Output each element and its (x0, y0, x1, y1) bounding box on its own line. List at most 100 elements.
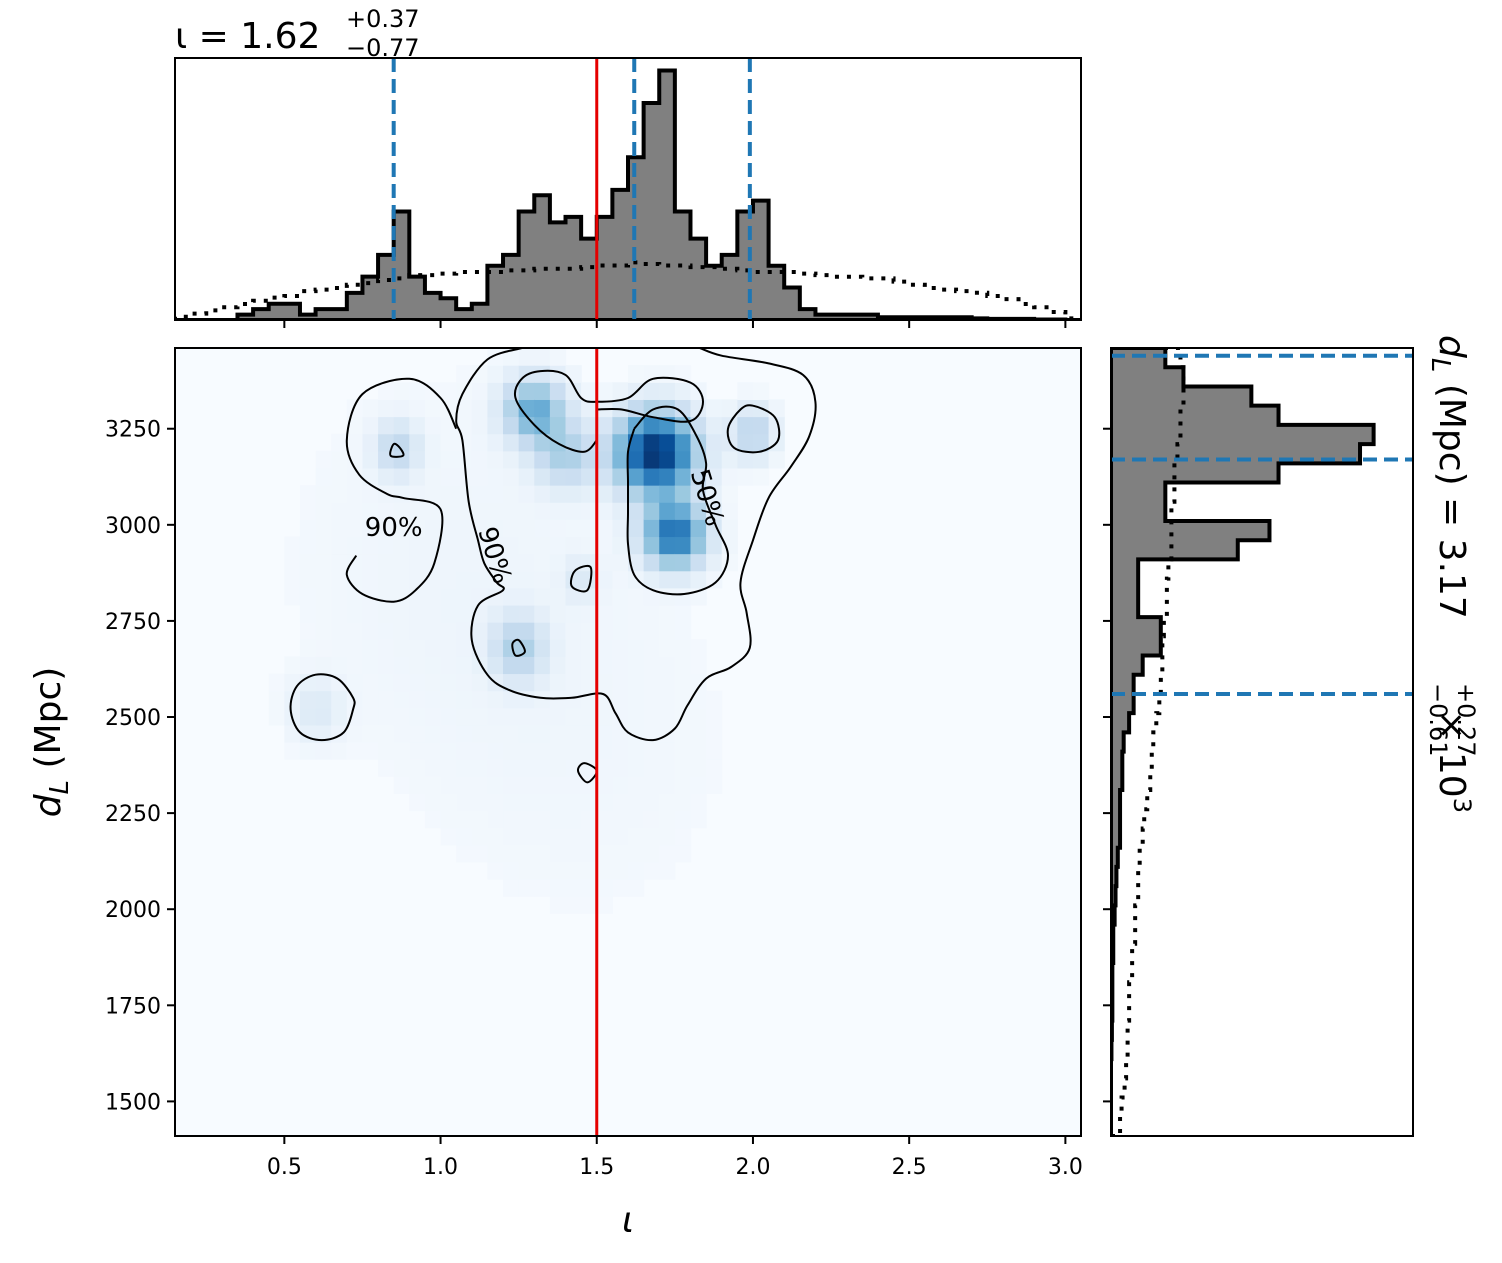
density-cell (346, 553, 364, 572)
density-cell (643, 622, 660, 640)
density-cell (659, 759, 676, 777)
density-cell (503, 707, 520, 726)
iota-prior-histogram (175, 260, 1081, 320)
density-cell (565, 673, 582, 692)
density-cell (471, 707, 489, 726)
density-cell (331, 450, 348, 469)
density-cell (565, 690, 582, 709)
density-cell (549, 656, 567, 675)
density-cell (628, 622, 645, 640)
density-cell (674, 399, 692, 418)
density-cell (659, 793, 676, 812)
density-cell (409, 485, 426, 503)
density-cell (721, 467, 738, 486)
density-cell (393, 656, 410, 675)
joint-posterior-panel: 90% 90%50% 0.5 1.0 1.5 2.0 2.5 3.0 15001750200… (28, 347, 1083, 1241)
density-cell (456, 365, 473, 383)
density-cell (299, 587, 317, 606)
density-cell (549, 690, 567, 709)
density-cell (518, 416, 535, 435)
density-cell (612, 536, 629, 555)
density-cell (628, 519, 645, 538)
density-cell (409, 553, 426, 572)
density-cell (690, 502, 707, 520)
density-cell (659, 536, 676, 555)
density-cell (643, 433, 660, 452)
density-cell (690, 656, 707, 675)
density-cell (596, 467, 613, 486)
density-cell (409, 382, 426, 400)
density-cell (393, 673, 410, 692)
density-cell (440, 793, 457, 812)
density-cell (487, 502, 504, 520)
density-cell (503, 519, 520, 538)
density-cell (612, 810, 629, 829)
x-tick-label: 3.0 (1048, 1155, 1083, 1180)
density-cell (706, 690, 723, 709)
density-cell (284, 587, 301, 606)
density-cell (393, 776, 410, 794)
density-cell (659, 690, 676, 709)
density-cell (549, 467, 567, 486)
density-cell (424, 776, 442, 794)
density-cell (643, 467, 660, 486)
contour-90-line (455, 348, 817, 742)
density-cell (456, 570, 473, 589)
density-cell (487, 348, 504, 366)
density-cell (284, 570, 301, 589)
density-cell (643, 793, 660, 812)
density-cell (346, 467, 364, 486)
density-cell (549, 793, 567, 812)
density-cell (424, 587, 442, 606)
density-cell (674, 485, 692, 503)
density-cell (471, 622, 489, 640)
density-cell (643, 416, 660, 435)
density-cell (409, 570, 426, 589)
contour-90-line (569, 564, 593, 593)
density-cell (596, 793, 613, 812)
density-cell (487, 536, 504, 555)
density-cell (456, 673, 473, 692)
density-cell (596, 707, 613, 726)
density-cell (628, 879, 645, 897)
density-cell (596, 502, 613, 520)
main-panel-frame (174, 347, 1082, 1137)
density-cell (612, 450, 629, 469)
density-cell (471, 844, 489, 863)
density-cell (549, 861, 567, 880)
density-cell (346, 450, 364, 469)
density-cell (659, 639, 676, 657)
density-cell (440, 382, 457, 400)
density-cell (362, 502, 379, 520)
density-cell (456, 622, 473, 640)
density-cell (674, 536, 692, 555)
density-cell (628, 536, 645, 555)
density-cell (581, 724, 598, 743)
density-cell (362, 570, 379, 589)
density-cell (503, 485, 520, 503)
density-cell (534, 759, 551, 777)
density-cell (503, 861, 520, 880)
density-cell (706, 416, 723, 435)
y-tick-label: 1750 (105, 994, 161, 1019)
density-cell (503, 399, 520, 418)
density-cell (440, 467, 457, 486)
density-cell (706, 570, 723, 589)
density-cell (315, 690, 332, 709)
x-axis-label: ι (622, 1200, 634, 1241)
density-cell (440, 656, 457, 675)
density-cell (628, 690, 645, 709)
density-cell (659, 382, 676, 400)
density-cell (456, 587, 473, 606)
density-cell (534, 382, 551, 400)
density-cell (674, 656, 692, 675)
y-label-main: d (28, 793, 69, 817)
density-cell (440, 536, 457, 555)
density-cell (674, 844, 692, 863)
density-cell (424, 690, 442, 709)
density-cell (659, 485, 676, 503)
density-cell (643, 656, 660, 675)
density-cell (362, 485, 379, 503)
density-cell (393, 433, 410, 452)
density-cell (471, 673, 489, 692)
